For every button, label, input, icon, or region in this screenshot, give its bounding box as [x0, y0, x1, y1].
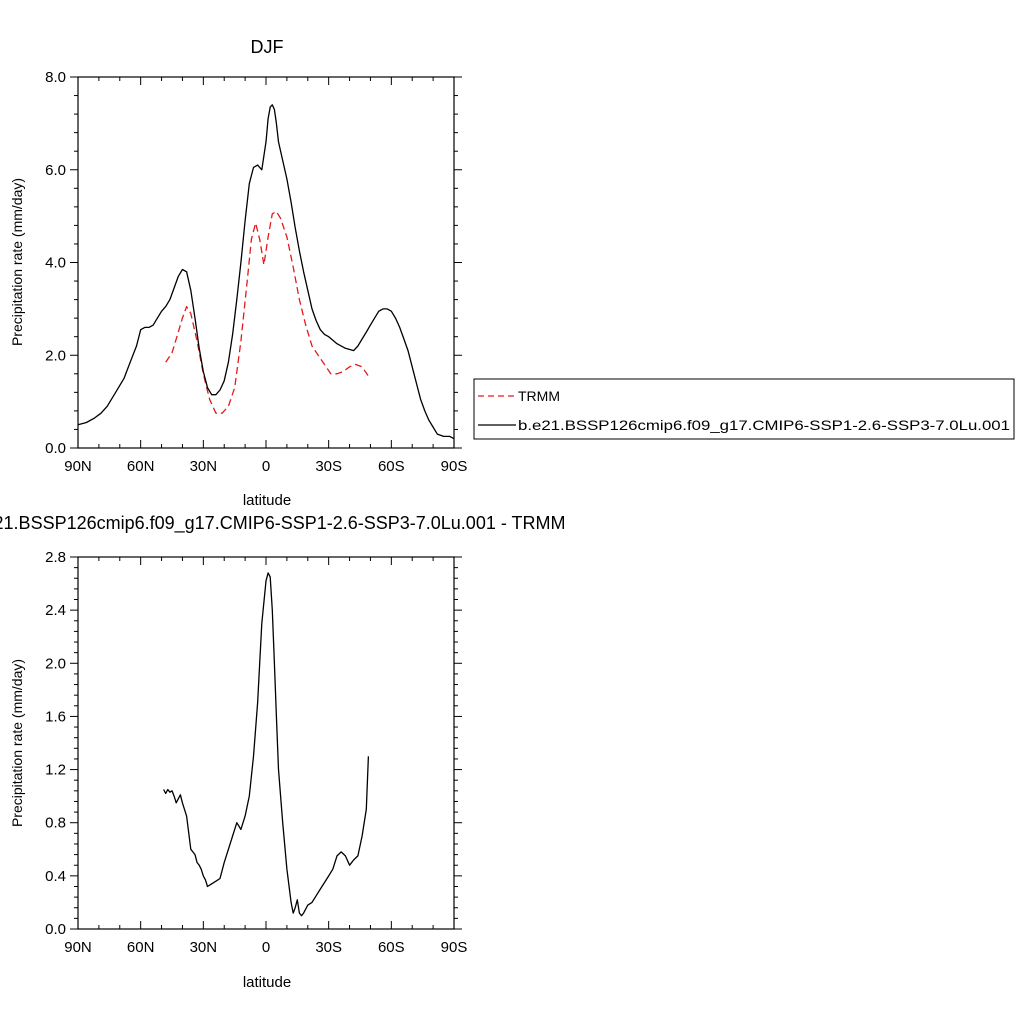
- bottom-y-tick-label: 0.0: [45, 921, 66, 938]
- bottom-x-tick-label: 60S: [378, 939, 405, 956]
- bottom-x-tick-label: 90S: [441, 939, 468, 956]
- top-tick-group: 90N 60N 30N 0 30S 60S 90S 0.0 2.0 4.0 6.0 8.0: [45, 69, 467, 475]
- top-series-line-1: [77, 104, 455, 440]
- top-x-tick-label: 30N: [190, 458, 218, 475]
- top-y-tick-label: 2.0: [45, 347, 66, 364]
- bottom-y-tick-label: 0.8: [45, 815, 66, 832]
- legend: TRMM b.e21.BSSP126cmip6.f09_g17.CMIP6-SS…: [473, 378, 1015, 440]
- bottom-x-tick-label: 30S: [315, 939, 342, 956]
- bottom-series-line-0: [163, 572, 370, 917]
- bottom-tick-group: 90N 60N 30N 0 30S 60S 90S 0.0 0.4 0.8 1.2 1.6 2.0 2.4…: [45, 549, 467, 956]
- top-x-axis-label: latitude: [243, 492, 291, 509]
- legend-label-trmm: TRMM: [518, 388, 560, 404]
- bottom-y-tick-label: 0.4: [45, 868, 66, 885]
- top-y-tick-label: 6.0: [45, 162, 66, 179]
- bottom-y-axis-label: Precipitation rate (mm/day): [9, 659, 25, 827]
- bottom-chart-title: b.e21.BSSP126cmip6.f09_g17.CMIP6-SSP1-2.…: [0, 513, 565, 534]
- top-series-group: [77, 104, 455, 440]
- top-panel: DJF Precipitation rate (mm/day) latitude…: [9, 37, 467, 509]
- bottom-x-tick-label: 0: [262, 939, 270, 956]
- bottom-x-tick-label: 30N: [190, 939, 218, 956]
- bottom-x-tick-label: 90N: [64, 939, 92, 956]
- bottom-y-tick-label: 2.4: [45, 602, 66, 619]
- top-y-tick-label: 8.0: [45, 69, 66, 86]
- bottom-plot-frame: [77, 556, 455, 930]
- top-x-tick-label: 30S: [315, 458, 342, 475]
- bottom-y-tick-label: 2.0: [45, 655, 66, 672]
- legend-box: [473, 378, 1015, 440]
- bottom-y-tick-label: 1.2: [45, 762, 66, 779]
- bottom-x-axis-label: latitude: [243, 974, 291, 991]
- top-x-tick-label: 0: [262, 458, 270, 475]
- top-x-tick-label: 90N: [64, 458, 92, 475]
- top-x-tick-label: 60S: [378, 458, 405, 475]
- top-x-tick-label: 60N: [127, 458, 155, 475]
- bottom-y-tick-label: 1.6: [45, 708, 66, 725]
- bottom-panel: b.e21.BSSP126cmip6.f09_g17.CMIP6-SSP1-2.…: [0, 513, 565, 991]
- top-y-axis-label: Precipitation rate (mm/day): [9, 178, 25, 346]
- top-plot-frame: [77, 76, 455, 449]
- bottom-series-group: [163, 572, 370, 917]
- top-y-tick-label: 4.0: [45, 255, 66, 272]
- legend-label-model: b.e21.BSSP126cmip6.f09_g17.CMIP6-SSP1-2.…: [518, 417, 1010, 433]
- top-series-line-0: [165, 210, 369, 414]
- top-chart-title: DJF: [251, 37, 284, 57]
- bottom-x-tick-label: 60N: [127, 939, 155, 956]
- bottom-y-tick-label: 2.8: [45, 549, 66, 566]
- top-y-tick-label: 0.0: [45, 440, 66, 457]
- top-x-tick-label: 90S: [441, 458, 468, 475]
